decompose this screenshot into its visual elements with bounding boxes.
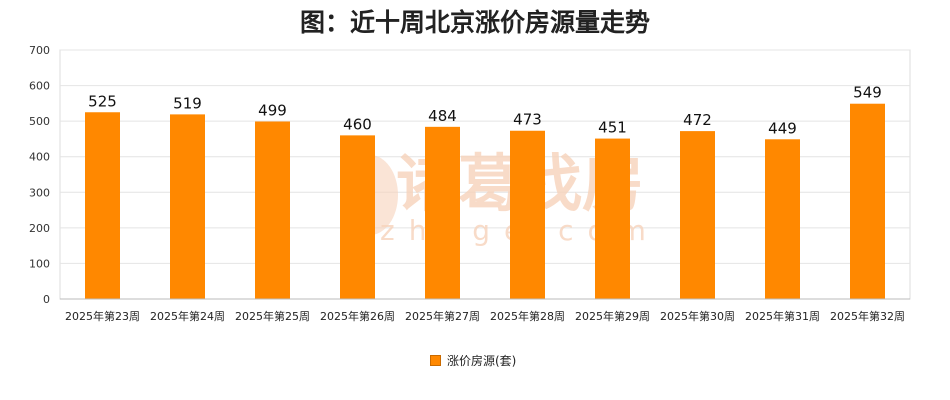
bar [255,121,290,300]
legend-swatch [430,355,441,366]
x-tick-label: 2025年第31周 [745,309,820,323]
bar [425,126,460,299]
data-label: 499 [258,101,287,119]
legend-label: 涨价房源(套) [447,354,517,368]
data-label: 449 [768,119,797,137]
data-label: 460 [343,115,372,133]
x-tick-label: 2025年第26周 [320,309,395,323]
chart-title: 图：近十周北京涨价房源量走势 [299,8,650,37]
data-label: 549 [853,84,882,102]
data-label: 519 [173,94,202,112]
data-label: 451 [598,119,627,137]
y-tick-label: 700 [29,44,50,57]
data-label: 484 [428,107,457,125]
bar [340,135,375,299]
x-tick-label: 2025年第30周 [660,309,735,323]
bar [85,112,120,299]
x-tick-label: 2025年第24周 [150,309,225,323]
bar [170,114,205,300]
bar [595,138,630,299]
y-tick-label: 500 [29,115,50,128]
bars: 525 519 499 460 484 473 451 472 449 549 [85,84,885,300]
y-tick-label: 300 [29,186,50,199]
x-tick-label: 2025年第32周 [830,309,905,323]
legend: 涨价房源(套) [430,352,516,369]
data-label: 473 [513,111,542,129]
x-tick-label: 2025年第27周 [405,309,480,323]
x-tick-label: 2025年第23周 [65,309,140,323]
x-tick-label: 2025年第28周 [490,309,565,323]
y-tick-label: 600 [29,80,50,93]
axes: 0 100 200 300 400 500 600 700 2025年第23周 2025年第24周… [29,44,910,323]
y-tick-label: 400 [29,151,50,164]
y-tick-label: 0 [43,293,50,306]
data-label: 525 [88,92,117,110]
bar [680,131,715,299]
bar [510,130,545,299]
bar [850,103,885,299]
x-tick-label: 2025年第29周 [575,309,650,323]
y-tick-label: 100 [29,257,50,270]
data-label: 472 [683,111,712,129]
bar [765,139,800,299]
y-tick-label: 200 [29,222,50,235]
x-tick-label: 2025年第25周 [235,309,310,323]
